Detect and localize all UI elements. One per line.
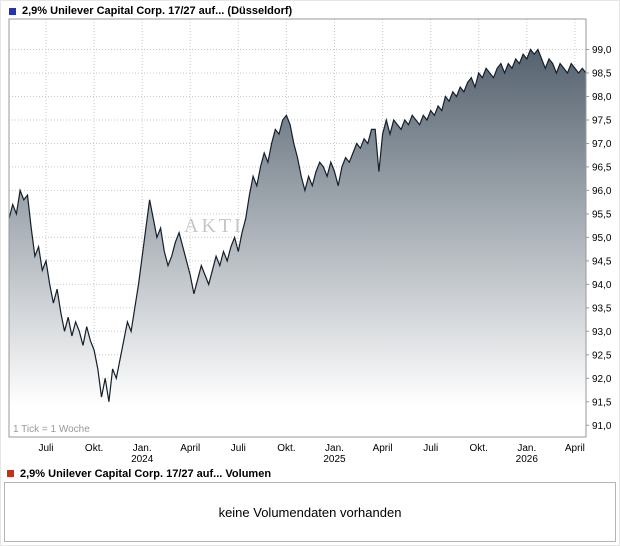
svg-text:92,0: 92,0	[592, 374, 612, 385]
svg-text:94,5: 94,5	[592, 256, 612, 267]
svg-text:91,5: 91,5	[592, 397, 612, 408]
chart-title: 2,9% Unilever Capital Corp. 17/27 auf...…	[22, 5, 293, 17]
svg-text:93,0: 93,0	[592, 327, 612, 338]
svg-text:2026: 2026	[516, 454, 539, 464]
svg-text:91,0: 91,0	[592, 421, 612, 432]
svg-text:2024: 2024	[131, 454, 154, 464]
svg-text:April: April	[373, 443, 393, 454]
svg-text:96,0: 96,0	[592, 186, 612, 197]
svg-text:98,0: 98,0	[592, 92, 612, 103]
svg-text:April: April	[565, 443, 585, 454]
svg-text:Okt.: Okt.	[85, 443, 103, 454]
price-line	[8, 48, 587, 402]
svg-text:96,5: 96,5	[592, 162, 612, 173]
svg-text:99,0: 99,0	[592, 45, 612, 56]
svg-text:Okt.: Okt.	[470, 443, 488, 454]
volume-panel: keine Volumendaten vorhanden	[4, 482, 616, 542]
svg-text:92,5: 92,5	[592, 350, 612, 361]
svg-text:97,5: 97,5	[592, 116, 612, 127]
plot-border	[8, 18, 587, 438]
svg-text:Jan.: Jan.	[517, 443, 536, 454]
svg-text:Juli: Juli	[423, 443, 438, 454]
svg-text:93,5: 93,5	[592, 303, 612, 314]
svg-text:95,0: 95,0	[592, 233, 612, 244]
price-area	[9, 49, 586, 437]
svg-text:April: April	[180, 443, 200, 454]
svg-text:97,0: 97,0	[592, 139, 612, 150]
svg-text:Juli: Juli	[231, 443, 246, 454]
tick-note: 1 Tick = 1 Woche	[13, 424, 90, 435]
svg-text:Juli: Juli	[38, 443, 53, 454]
svg-text:94,0: 94,0	[592, 280, 612, 291]
volume-empty-message: keine Volumendaten vorhanden	[218, 504, 402, 520]
volume-marker-icon	[7, 470, 14, 477]
svg-text:Jan.: Jan.	[133, 443, 152, 454]
volume-title: 2,9% Unilever Capital Corp. 17/27 auf...…	[20, 467, 272, 480]
svg-text:95,5: 95,5	[592, 209, 612, 220]
series-marker-icon	[9, 7, 16, 15]
svg-text:98,5: 98,5	[592, 69, 612, 80]
y-axis-labels: 99,0 98,5 98,0 97,5 97,0 96,5 96,0 95,5 95,0 94,5…	[586, 45, 612, 432]
volume-header: 2,9% Unilever Capital Corp. 17/27 auf...…	[1, 464, 619, 482]
price-chart: AKTIENCHECK.DE99,098,598,097,597,096,596…	[8, 18, 612, 464]
svg-text:Okt.: Okt.	[277, 443, 295, 454]
svg-text:Jan.: Jan.	[325, 443, 344, 454]
svg-text:2025: 2025	[323, 454, 346, 464]
chart-header: 2,9% Unilever Capital Corp. 17/27 auf...…	[1, 1, 619, 18]
